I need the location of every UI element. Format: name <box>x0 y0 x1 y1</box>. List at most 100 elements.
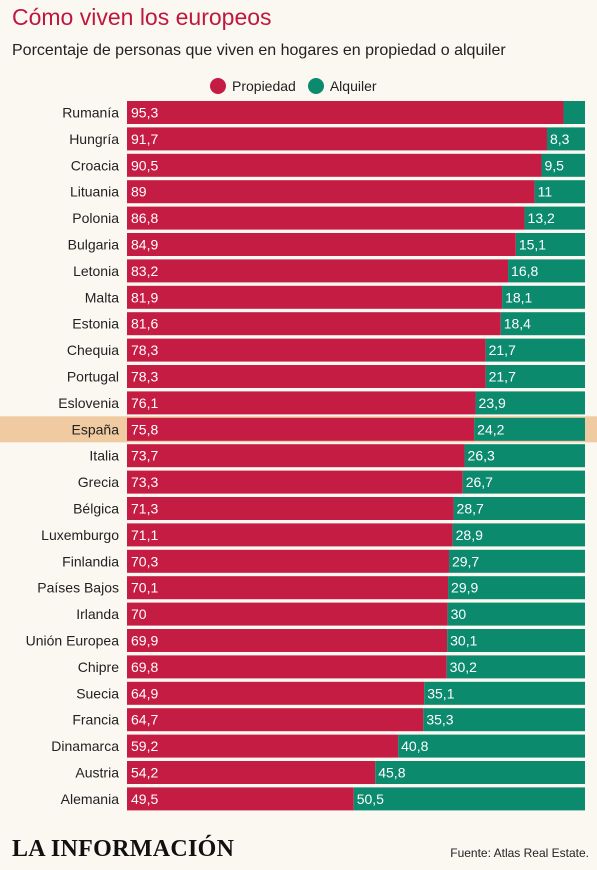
bar-propiedad-eslovenia <box>127 391 476 415</box>
value-label-alquiler: 30 <box>451 606 467 622</box>
bar-propiedad-lituania <box>127 180 535 204</box>
value-label-propiedad: 95,3 <box>131 105 158 121</box>
legend-swatch-propiedad <box>210 78 226 94</box>
chart-title: Cómo viven los europeos <box>12 4 272 30</box>
bar-propiedad-malta <box>127 285 503 309</box>
category-label-hungria: Hungría <box>69 131 119 147</box>
bar-alquiler-chequia <box>485 338 585 362</box>
category-label-estonia: Estonia <box>72 316 119 332</box>
legend: Propiedad Alquiler <box>210 78 389 94</box>
category-label-grecia: Grecia <box>78 474 119 490</box>
value-label-propiedad: 91,7 <box>131 131 158 147</box>
bar-alquiler-espana <box>474 417 585 441</box>
bar-alquiler-portugal <box>485 365 585 388</box>
bar-propiedad-croacia <box>127 153 542 177</box>
value-label-alquiler: 15,1 <box>519 237 546 253</box>
bar-alquiler-suecia <box>424 681 585 705</box>
category-label-croacia: Croacia <box>71 157 119 173</box>
bar-alquiler-belgica <box>453 497 585 520</box>
value-label-propiedad: 83,2 <box>131 263 158 279</box>
value-label-propiedad: 73,3 <box>131 474 158 490</box>
value-label-alquiler: 16,8 <box>511 263 538 279</box>
legend-label-alquiler: Alquiler <box>329 78 377 94</box>
bar-propiedad-francia <box>127 708 424 732</box>
value-label-propiedad: 84,9 <box>131 237 158 253</box>
category-label-rumania: Rumanía <box>62 105 119 121</box>
bar-alquiler-francia <box>423 708 585 732</box>
category-label-lituania: Lituania <box>70 184 119 200</box>
value-label-propiedad: 70,3 <box>131 553 158 569</box>
bar-propiedad-rumania <box>127 101 564 124</box>
value-label-propiedad: 71,3 <box>131 501 158 517</box>
value-label-alquiler: 50,5 <box>357 791 384 807</box>
bar-propiedad-polonia <box>127 206 525 230</box>
value-label-alquiler: 21,7 <box>489 342 516 358</box>
value-label-alquiler: 9,5 <box>544 157 564 173</box>
bar-alquiler-luxemburgo <box>452 523 585 547</box>
bar-propiedad-union-europea <box>127 629 448 652</box>
bar-propiedad-dinamarca <box>127 734 399 758</box>
bar-propiedad-espana <box>127 417 475 441</box>
category-label-letonia: Letonia <box>73 263 119 279</box>
value-label-alquiler: 18,4 <box>504 316 531 332</box>
bar-alquiler-finlandia <box>448 549 585 573</box>
stacked-bar-chart: Rumanía 95,3 Hungría 91,7 8,3 Croacia 90,5 9,5 L… <box>0 101 597 811</box>
value-label-propiedad: 69,8 <box>131 659 158 675</box>
bar-alquiler-grecia <box>462 470 585 494</box>
value-label-alquiler: 35,3 <box>426 712 453 728</box>
value-label-propiedad: 73,7 <box>131 448 158 464</box>
legend-item-alquiler: Alquiler <box>307 78 377 94</box>
category-label-union-europea: Unión Europea <box>26 633 120 649</box>
bar-alquiler-letonia <box>508 259 585 283</box>
bar-alquiler-irlanda <box>447 602 585 626</box>
bar-propiedad-irlanda <box>127 602 448 626</box>
bar-propiedad-portugal <box>127 365 486 388</box>
value-label-alquiler: 28,7 <box>457 501 484 517</box>
value-label-propiedad: 89 <box>131 184 147 200</box>
brand-logo: LA INFORMACIÓN <box>12 836 235 862</box>
chart-subtitle: Porcentaje de personas que viven en hoga… <box>12 42 506 59</box>
category-label-belgica: Bélgica <box>73 501 119 517</box>
bar-alquiler-malta <box>502 285 585 309</box>
value-label-alquiler: 26,7 <box>466 474 493 490</box>
value-label-propiedad: 71,1 <box>131 527 158 543</box>
value-label-propiedad: 81,9 <box>131 289 158 305</box>
bar-propiedad-chequia <box>127 338 486 362</box>
category-label-italia: Italia <box>89 448 119 464</box>
category-label-paises-bajos: Países Bajos <box>37 580 119 596</box>
value-label-alquiler: 29,7 <box>452 553 479 569</box>
bar-alquiler-lituania <box>534 180 585 204</box>
value-label-alquiler: 13,2 <box>528 210 555 226</box>
bar-alquiler-rumania <box>563 101 585 124</box>
value-label-propiedad: 78,3 <box>131 342 158 358</box>
category-label-finlandia: Finlandia <box>62 553 119 569</box>
category-label-polonia: Polonia <box>72 210 119 226</box>
value-label-alquiler: 45,8 <box>378 765 405 781</box>
bar-propiedad-hungria <box>127 127 547 151</box>
category-label-austria: Austria <box>75 765 119 781</box>
value-label-propiedad: 70 <box>131 606 147 622</box>
bar-propiedad-paises-bajos <box>127 576 449 600</box>
bar-propiedad-belgica <box>127 497 454 520</box>
category-label-chipre: Chipre <box>78 659 119 675</box>
value-label-propiedad: 49,5 <box>131 791 158 807</box>
value-label-alquiler: 40,8 <box>401 738 428 754</box>
bar-alquiler-chipre <box>446 655 585 679</box>
category-label-portugal: Portugal <box>67 369 119 385</box>
bar-propiedad-finlandia <box>127 549 449 573</box>
category-label-luxemburgo: Luxemburgo <box>41 527 119 543</box>
value-label-alquiler: 30,1 <box>450 633 477 649</box>
bar-propiedad-estonia <box>127 312 501 336</box>
value-label-propiedad: 59,2 <box>131 738 158 754</box>
value-label-propiedad: 64,9 <box>131 685 158 701</box>
value-label-alquiler: 28,9 <box>456 527 483 543</box>
bar-alquiler-polonia <box>524 206 585 230</box>
bar-alquiler-alemania <box>353 787 585 811</box>
category-label-malta: Malta <box>85 289 119 305</box>
category-label-eslovenia: Eslovenia <box>58 395 119 411</box>
bar-propiedad-italia <box>127 444 465 468</box>
legend-item-propiedad: Propiedad <box>210 78 296 94</box>
category-label-espana: España <box>72 421 120 437</box>
bar-alquiler-croacia <box>541 153 585 177</box>
value-label-propiedad: 70,1 <box>131 580 158 596</box>
